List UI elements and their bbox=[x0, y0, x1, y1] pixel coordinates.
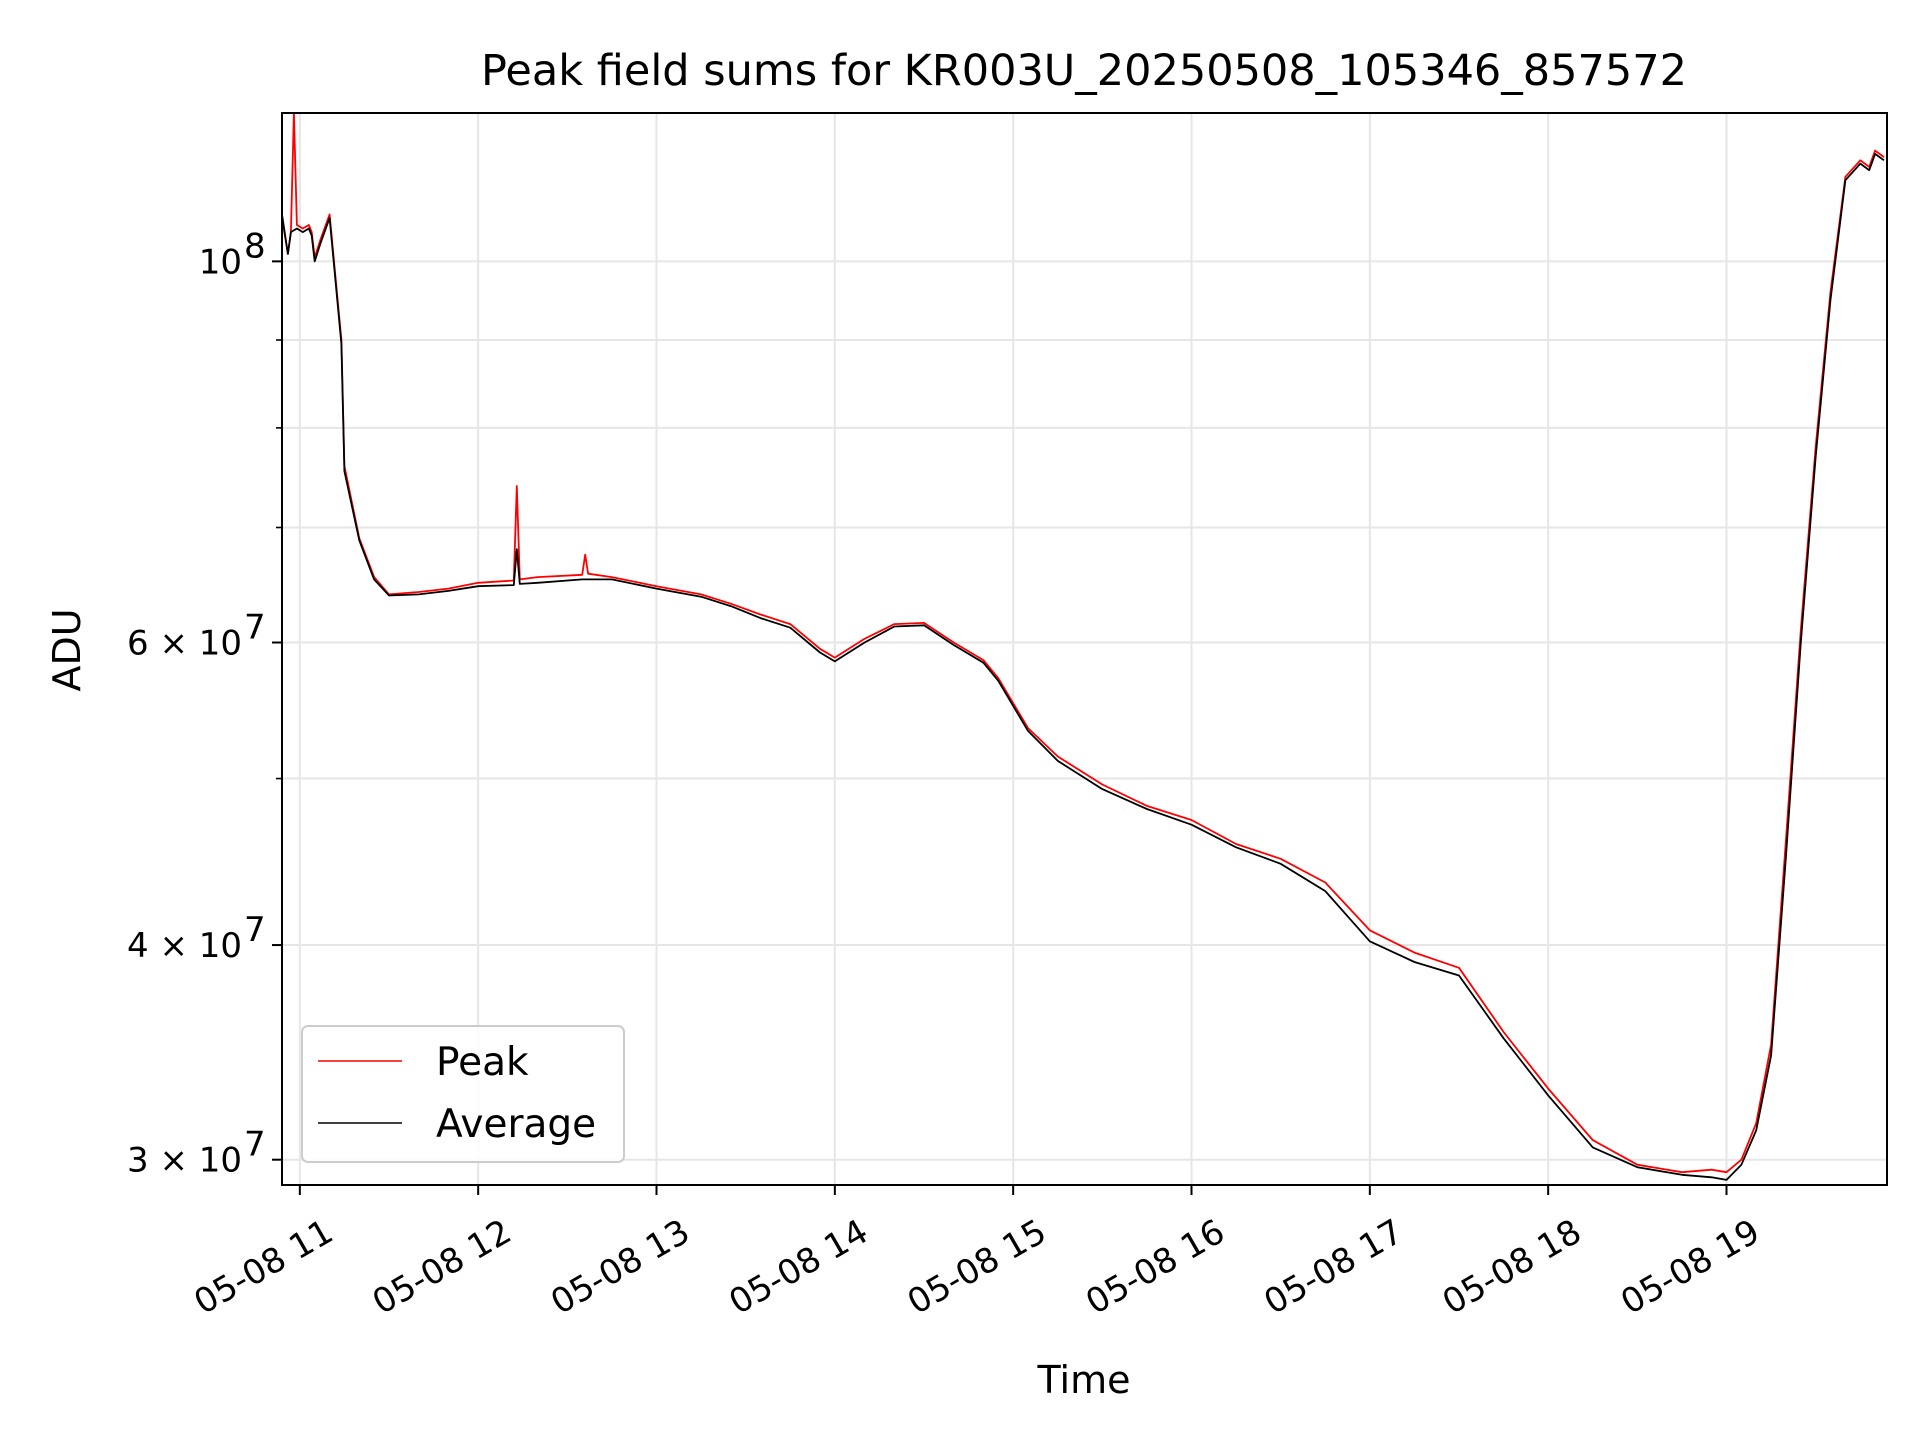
y-tick-label: 10 bbox=[199, 242, 242, 282]
y-axis-title: ADU bbox=[45, 608, 89, 691]
series-line-average bbox=[281, 153, 1885, 1181]
y-tick-exponent: 7 bbox=[244, 910, 266, 950]
y-tick-label: 3 × 10 bbox=[127, 1141, 242, 1181]
legend-label-average: Average bbox=[436, 1102, 596, 1147]
chart-title: Peak field sums for KR003U_20250508_1053… bbox=[481, 46, 1687, 96]
legend: Peak Average bbox=[301, 1025, 625, 1163]
y-tick-exponent: 8 bbox=[244, 226, 266, 266]
y-tick-exponent: 7 bbox=[244, 608, 266, 648]
y-tick-label: 4 × 10 bbox=[127, 926, 242, 966]
series-layer bbox=[281, 112, 1885, 1181]
legend-box bbox=[301, 1025, 625, 1163]
y-tick-exponent: 7 bbox=[244, 1125, 266, 1165]
legend-label-peak: Peak bbox=[436, 1040, 529, 1085]
axes-frame bbox=[281, 112, 1888, 1186]
x-axis-title: Time bbox=[1037, 1358, 1131, 1402]
y-tick-label: 6 × 10 bbox=[127, 624, 242, 664]
